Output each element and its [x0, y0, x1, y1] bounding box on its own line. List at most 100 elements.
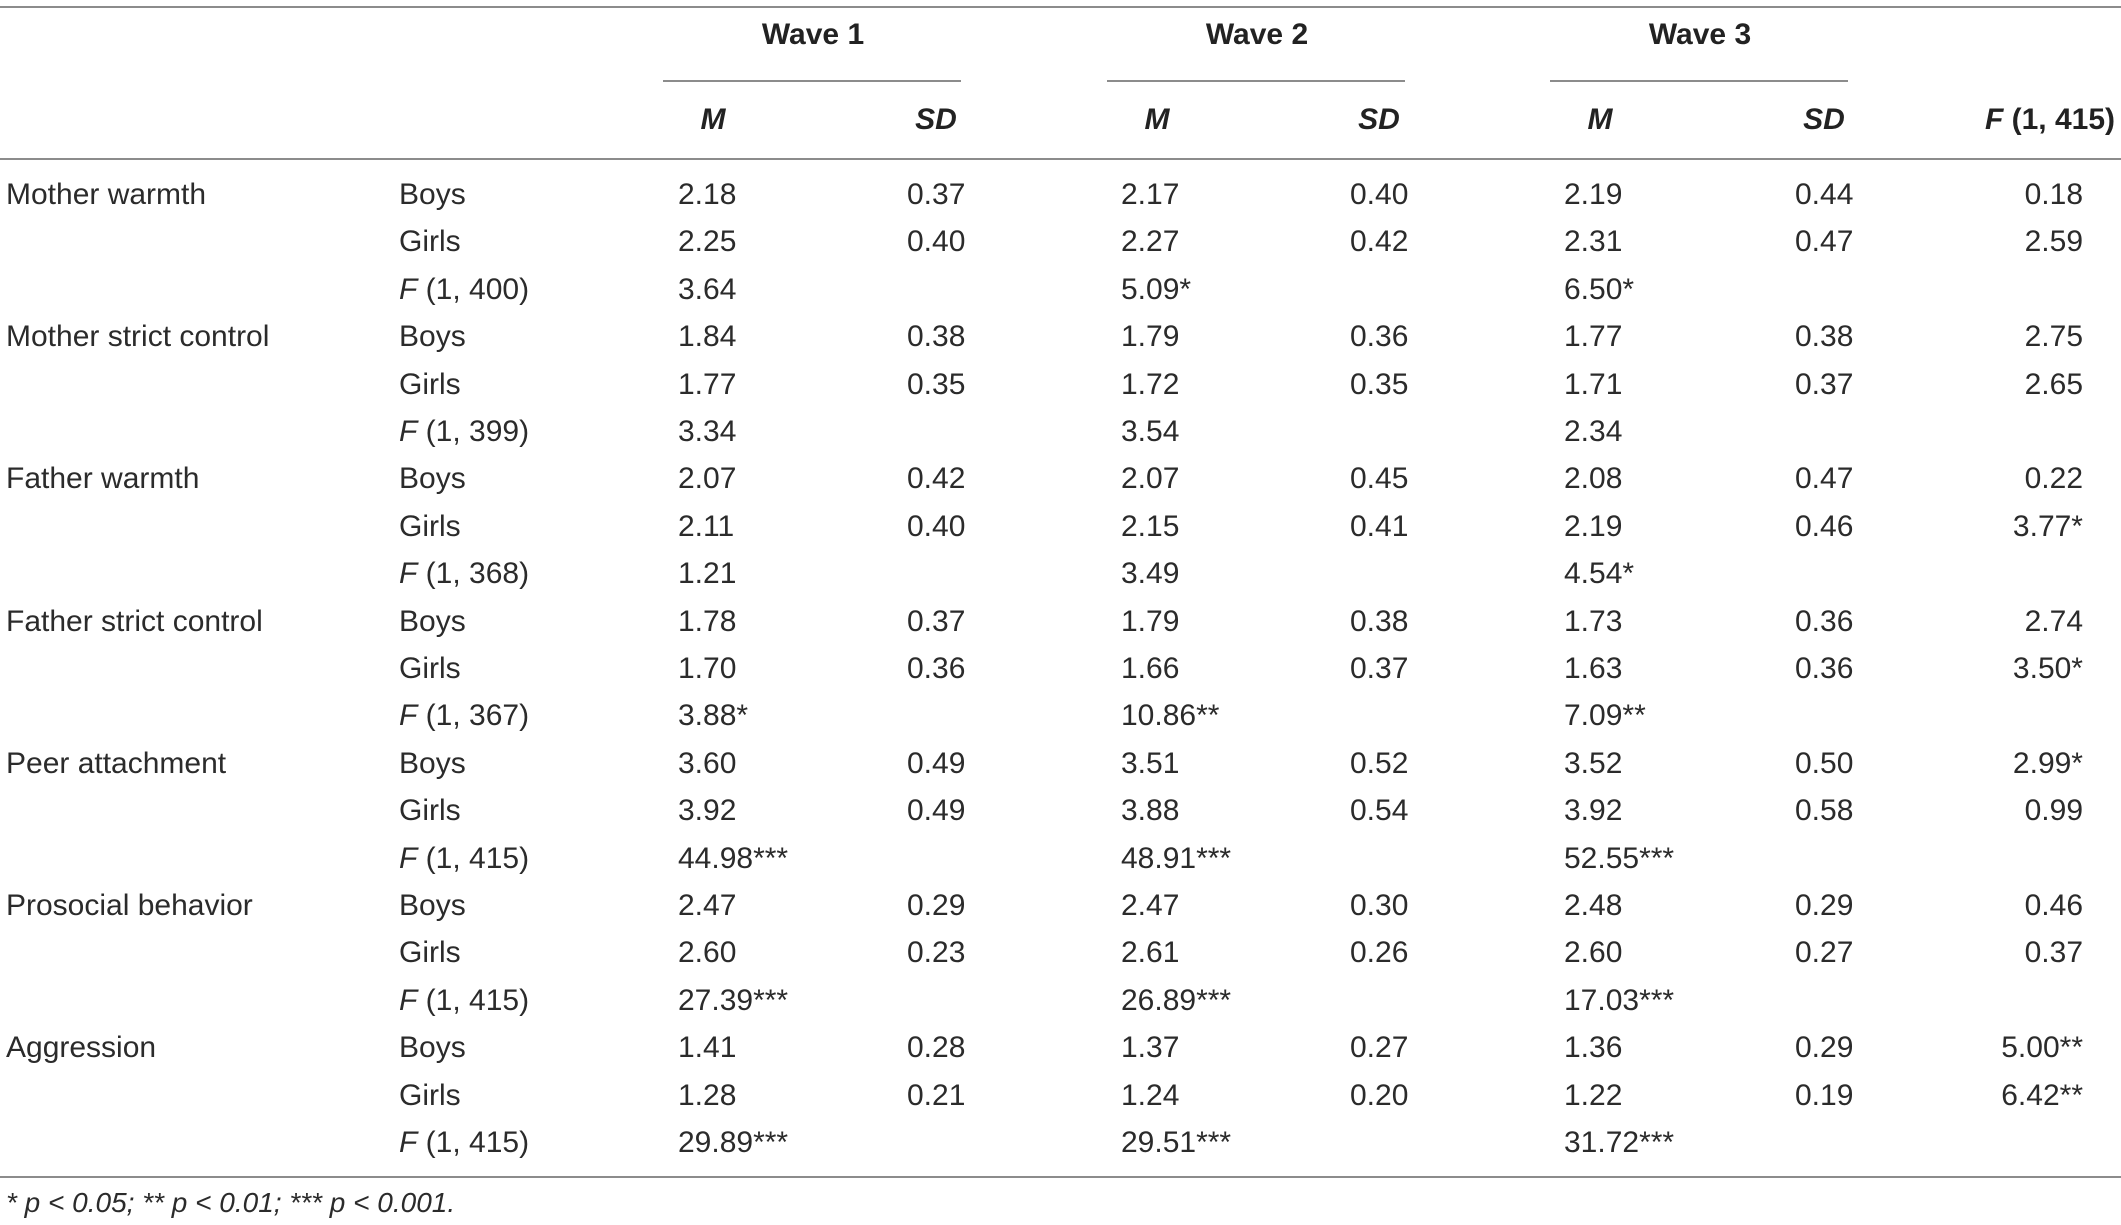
table-row: F (1, 368) 1.21 3.49 4.54* — [0, 550, 2121, 597]
group-label: Boys — [399, 604, 466, 638]
degrees-of-freedom: (1, 415) — [425, 1126, 530, 1159]
wave-1-mean-cell: 1.78 — [678, 604, 737, 638]
wave-1-sd-cell: 0.28 — [907, 1031, 966, 1065]
wave-3-sd-cell: 0.37 — [1795, 367, 1854, 401]
wave-3-mean-cell: 1.36 — [1564, 1031, 1623, 1065]
sex-difference-f-cell: 5.00** — [2001, 1031, 2083, 1065]
f-statistic-letter: F — [399, 557, 418, 591]
wave-2-mean-cell: 1.66 — [1121, 652, 1180, 685]
group-label: F (1, 415) — [399, 1119, 529, 1166]
table-row: Girls 1.77 0.35 1.72 0.35 1.71 0.37 2.65 — [0, 361, 2121, 408]
wave-3-sd-cell: 0.36 — [1795, 652, 1854, 685]
wave-3-sd-cell: 0.47 — [1795, 462, 1854, 496]
table-row: Girls 1.28 0.21 1.24 0.20 1.22 0.19 6.42** — [0, 1072, 2121, 1119]
table-row: Aggression Boys 1.41 0.28 1.37 0.27 1.36 0.29 5.… — [0, 1024, 2121, 1071]
wave-2-mean-cell: 2.61 — [1121, 936, 1180, 970]
table-top-rule — [0, 6, 2121, 8]
wave-1-sd-cell: 0.37 — [907, 178, 966, 211]
table-row: Girls 2.25 0.40 2.27 0.42 2.31 0.47 2.59 — [0, 218, 2121, 265]
wave-1-sd-cell: 0.40 — [907, 509, 966, 543]
sex-difference-f-cell: 3.77* — [2012, 509, 2083, 543]
wave-3-sd-cell: 0.29 — [1795, 889, 1854, 922]
sex-difference-f-cell: 2.74 — [2024, 604, 2083, 638]
wave-1-mean-cell: 1.77 — [678, 367, 737, 401]
wave-2-mean-cell: 2.15 — [1121, 509, 1180, 543]
wave-3-sd-cell: 0.38 — [1795, 320, 1854, 354]
measure-label: Father warmth — [6, 462, 200, 496]
wave-1-span-rule — [663, 80, 961, 82]
wave-2-sd-cell: 0.27 — [1350, 1031, 1409, 1065]
wave-1-mean-cell: 3.64 — [678, 272, 737, 306]
measure-label: Father strict control — [6, 604, 263, 638]
sex-difference-f-cell: 0.99 — [2024, 794, 2083, 828]
wave-1-sd-header: SD — [915, 103, 957, 136]
table-row: F (1, 415) 29.89*** 29.51*** 31.72*** — [0, 1119, 2121, 1166]
wave-1-mean-cell: 3.92 — [678, 794, 737, 828]
table-row: Girls 1.70 0.36 1.66 0.37 1.63 0.36 3.50* — [0, 645, 2121, 692]
wave-3-sd-cell: 0.58 — [1795, 794, 1854, 828]
wave-2-mean-cell: 48.91*** — [1121, 841, 1232, 875]
wave-3-heading: Wave 3 — [1648, 18, 1752, 51]
group-label: Boys — [399, 320, 466, 354]
wave-1-mean-cell: 1.70 — [678, 652, 737, 685]
wave-2-mean-cell: 1.37 — [1121, 1031, 1180, 1065]
degrees-of-freedom: (1, 367) — [425, 699, 530, 733]
table-row: Peer attachment Boys 3.60 0.49 3.51 0.52 3.52 0… — [0, 740, 2121, 787]
f-test-header: F (1, 415) — [1815, 103, 2115, 137]
wave-1-sd-cell: 0.36 — [907, 652, 966, 685]
wave-2-mean-cell: 1.79 — [1121, 320, 1180, 354]
wave-3-sd-cell: 0.29 — [1795, 1031, 1854, 1065]
degrees-of-freedom: (1, 400) — [425, 272, 530, 306]
group-label: Girls — [399, 936, 461, 970]
table-row: F (1, 399) 3.34 3.54 2.34 — [0, 408, 2121, 455]
wave-3-sd-cell: 0.44 — [1795, 178, 1854, 211]
sex-difference-f-cell: 0.46 — [2024, 889, 2083, 922]
degrees-of-freedom: (1, 399) — [425, 415, 530, 448]
f-statistic-letter: F — [399, 841, 418, 875]
wave-1-mean-cell: 3.60 — [678, 746, 737, 780]
wave-2-sd-cell: 0.30 — [1350, 889, 1409, 922]
group-label: F (1, 415) — [399, 977, 529, 1024]
sex-difference-f-cell: 6.42** — [2001, 1078, 2083, 1112]
measure-label: Mother strict control — [6, 320, 270, 354]
sex-difference-f-cell: 2.59 — [2024, 225, 2083, 259]
wave-1-sd-cell: 0.21 — [907, 1078, 966, 1112]
table-row: Mother strict control Boys 1.84 0.38 1.79 0.3… — [0, 313, 2121, 360]
f-test-df: (1, 415) — [2011, 103, 2115, 136]
group-label: Boys — [399, 178, 466, 211]
table-row: Girls 2.60 0.23 2.61 0.26 2.60 0.27 0.37 — [0, 929, 2121, 976]
significance-footnote: * p < 0.05; ** p < 0.01; *** p < 0.001. — [6, 1187, 456, 1218]
sex-difference-f-cell: 0.22 — [2024, 462, 2083, 496]
table-row: Mother warmth Boys 2.18 0.37 2.17 0.40 2.19 0.4… — [0, 171, 2121, 218]
wave-3-span-rule — [1550, 80, 1848, 82]
header-bottom-rule — [0, 158, 2121, 160]
wave-1-mean-cell: 1.21 — [678, 557, 737, 591]
group-label: Boys — [399, 1031, 466, 1065]
wave-3-mean-cell: 2.48 — [1564, 889, 1623, 922]
sex-difference-f-cell: 2.75 — [2024, 320, 2083, 354]
wave-3-mean-cell: 1.63 — [1564, 652, 1623, 685]
wave-2-mean-cell: 1.24 — [1121, 1078, 1180, 1112]
degrees-of-freedom: (1, 368) — [425, 557, 530, 591]
wave-3-sd-header: SD — [1803, 103, 1845, 136]
wave-1-sd-cell: 0.49 — [907, 746, 966, 780]
table-row: F (1, 415) 27.39*** 26.89*** 17.03*** — [0, 977, 2121, 1024]
wave-2-mean-cell: 1.72 — [1121, 367, 1180, 401]
wave-2-sd-cell: 0.38 — [1350, 604, 1409, 638]
wave-2-mean-cell: 3.54 — [1121, 415, 1180, 448]
wave-3-mean-cell: 1.77 — [1564, 320, 1623, 354]
wave-2-mean-cell: 10.86** — [1121, 699, 1220, 733]
wave-1-sd-cell: 0.38 — [907, 320, 966, 354]
table-row: Prosocial behavior Boys 2.47 0.29 2.47 0.30 2.… — [0, 882, 2121, 929]
wave-3-mean-cell: 31.72*** — [1564, 1126, 1675, 1159]
group-label: F (1, 367) — [399, 692, 529, 739]
wave-2-mean-cell: 1.79 — [1121, 604, 1180, 638]
wave-1-heading: Wave 1 — [761, 18, 865, 51]
wave-3-mean-cell: 7.09** — [1564, 699, 1646, 733]
wave-1-mean-cell: 2.07 — [678, 462, 737, 496]
wave-2-mean-cell: 2.07 — [1121, 462, 1180, 496]
group-label: Boys — [399, 462, 466, 496]
wave-3-mean-cell: 1.22 — [1564, 1078, 1623, 1112]
measure-label: Peer attachment — [6, 746, 227, 780]
wave-1-sd-cell: 0.23 — [907, 936, 966, 970]
